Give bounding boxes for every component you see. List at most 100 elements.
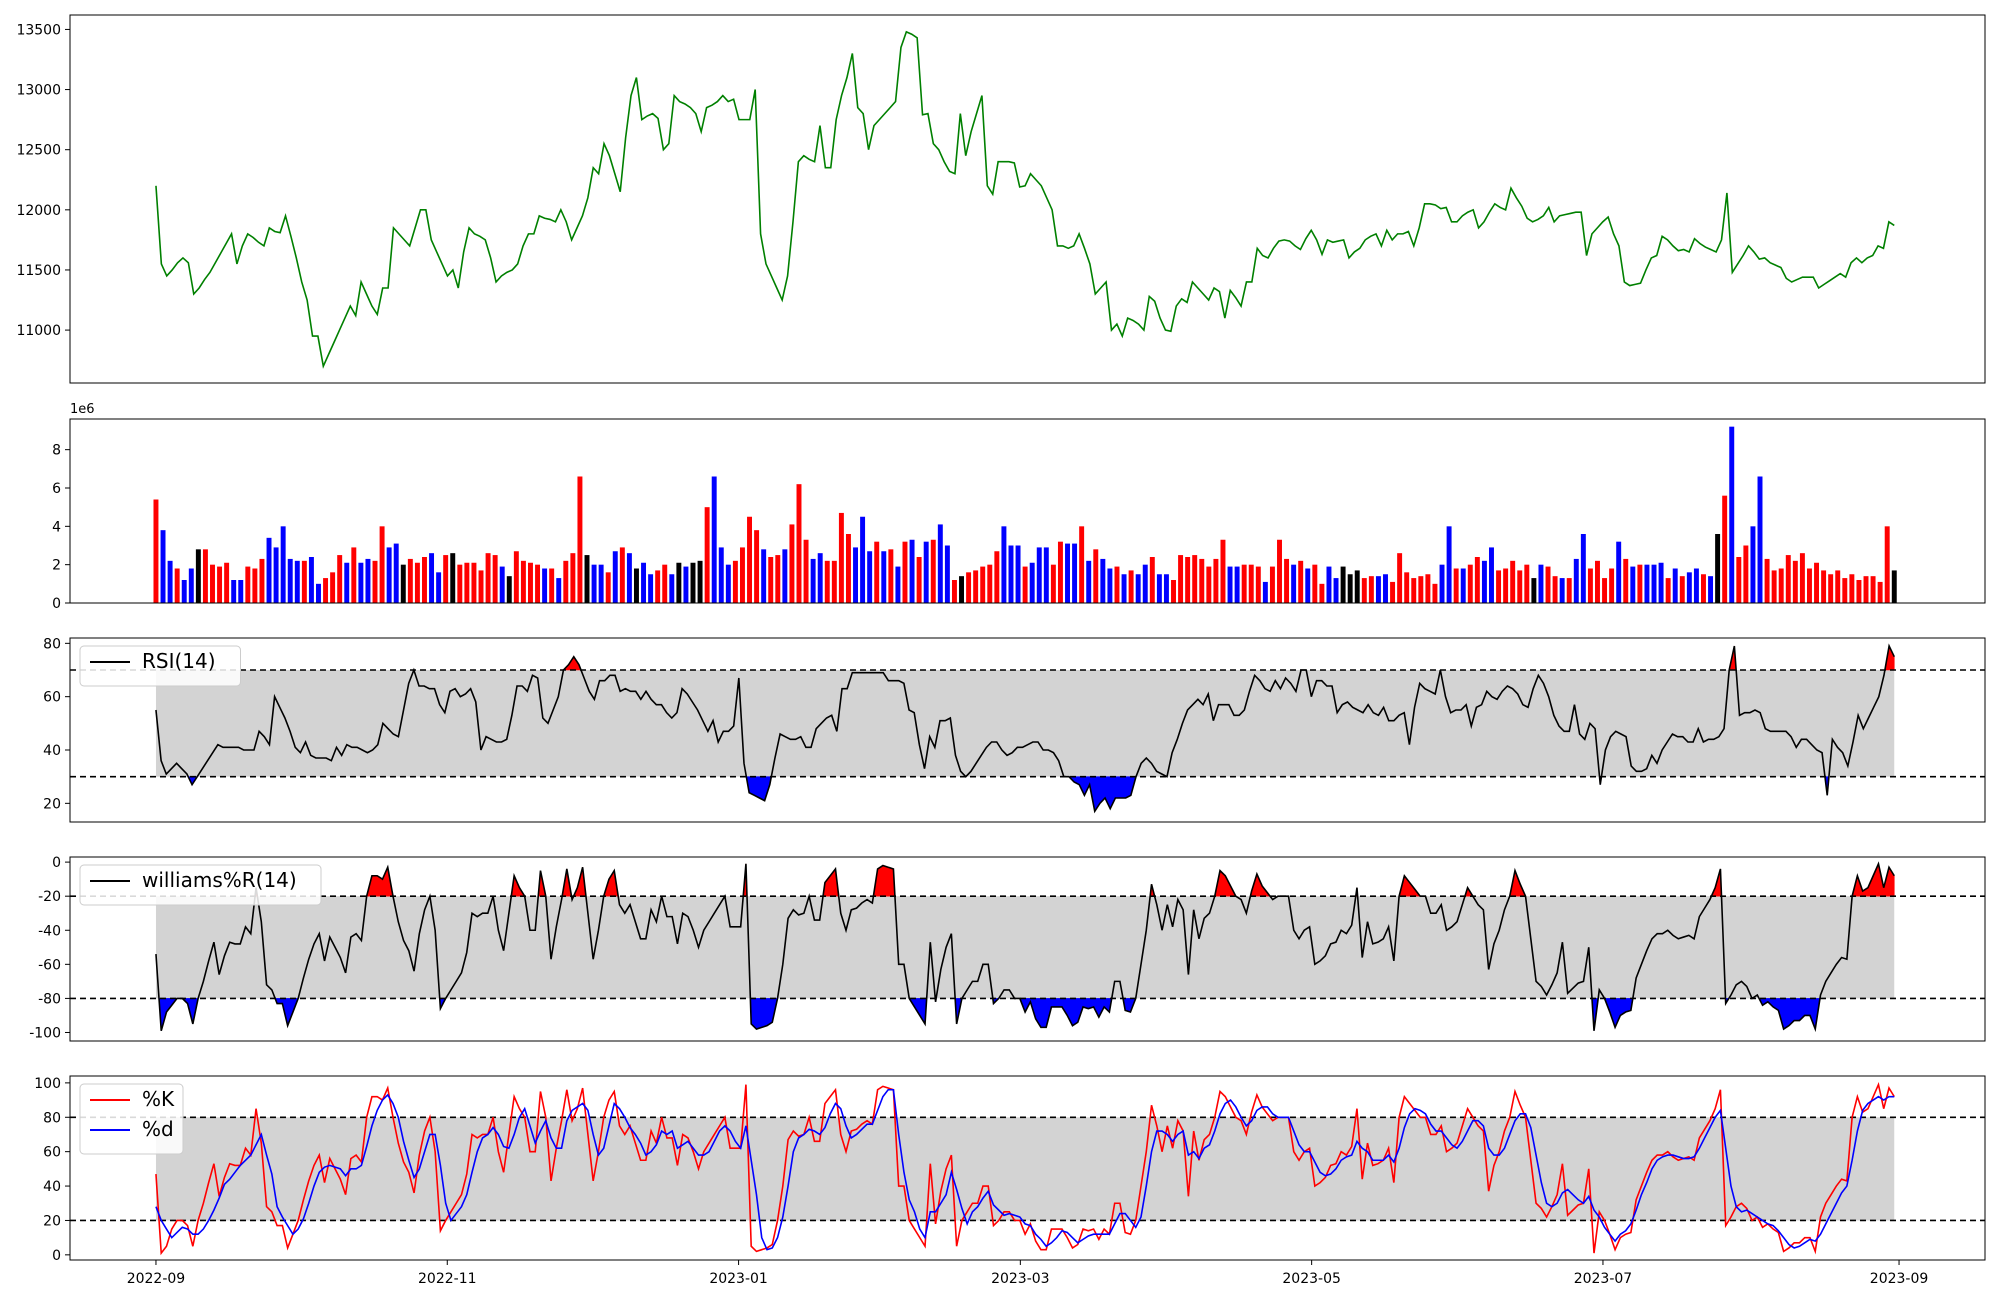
x-tick-label: 2023-09 xyxy=(1870,1271,1929,1287)
volume-bar xyxy=(1199,558,1205,603)
volume-bar xyxy=(1814,562,1820,603)
volume-bar xyxy=(909,539,915,603)
stochastic-panel: 0 20 40 60 80 100 %K %d xyxy=(34,1075,1986,1264)
volume-bar xyxy=(1559,578,1565,603)
y-tick-label: -20 xyxy=(38,889,61,905)
volume-bar xyxy=(1524,564,1530,603)
volume-bar xyxy=(683,566,689,603)
volume-bar xyxy=(874,541,880,603)
volume-bar xyxy=(1545,566,1551,603)
y-tick-label: 0 xyxy=(52,1248,61,1264)
rsi-panel: 20 40 60 80 RSI(14) xyxy=(43,636,1986,823)
volume-bar xyxy=(1432,583,1438,603)
volume-bar xyxy=(195,549,201,603)
volume-bar xyxy=(1573,558,1579,603)
volume-bar xyxy=(1722,495,1728,603)
oversold-fill xyxy=(187,776,1830,813)
volume-bar xyxy=(1771,570,1777,603)
volume-bar xyxy=(1552,576,1558,603)
volume-bar xyxy=(1354,570,1360,603)
volume-bar xyxy=(1319,583,1325,603)
volume-bar xyxy=(1185,557,1191,603)
volume-bar xyxy=(1481,560,1487,603)
legend-label: williams%R(14) xyxy=(142,868,297,892)
volume-bar xyxy=(1050,564,1056,603)
volume-bar xyxy=(1566,578,1572,603)
volume-bar xyxy=(782,549,788,603)
volume-bar xyxy=(1510,560,1516,603)
volume-bar xyxy=(1637,564,1643,603)
volume-bar xyxy=(181,580,187,603)
volume-bar xyxy=(1870,576,1876,603)
volume-bar xyxy=(1425,574,1431,603)
volume-bar xyxy=(513,551,519,603)
volume-bar xyxy=(1241,564,1247,603)
volume-bar xyxy=(1807,568,1812,603)
volume-bar xyxy=(1312,564,1318,603)
volume-bar xyxy=(1736,557,1742,603)
volume-bar xyxy=(1609,568,1615,603)
volume-bar xyxy=(492,555,498,603)
y-tick-label: 12500 xyxy=(16,143,61,159)
y-tick-label: 4 xyxy=(52,519,61,535)
volume-bar xyxy=(845,534,851,603)
volume-bar xyxy=(598,564,604,603)
volume-bar xyxy=(1467,564,1473,603)
volume-bar xyxy=(1842,578,1848,603)
volume-bar xyxy=(1397,553,1403,603)
volume-bar xyxy=(916,557,922,603)
volume-bar xyxy=(429,553,435,603)
volume-bar xyxy=(1277,539,1282,603)
y-tick-label: 13000 xyxy=(16,83,61,99)
volume-bar xyxy=(542,568,548,603)
volume-bar xyxy=(626,553,632,603)
volume-bar xyxy=(443,555,449,603)
volume-bar xyxy=(1729,426,1735,603)
volume-bar xyxy=(1255,566,1261,603)
volume-bar xyxy=(1340,566,1346,603)
volume-bar xyxy=(1008,545,1014,603)
y-tick-label: -100 xyxy=(29,1025,61,1041)
volume-bar xyxy=(259,558,265,603)
volume-bar xyxy=(697,560,703,603)
plot-frame xyxy=(69,418,1986,604)
volume-bar xyxy=(344,562,350,603)
volume-bar xyxy=(330,572,336,603)
volume-bar xyxy=(838,512,844,603)
x-tick-label: 2023-01 xyxy=(709,1271,768,1287)
plot-frame xyxy=(69,637,1986,823)
volume-bar xyxy=(1072,543,1078,603)
y-tick-label: 2 xyxy=(52,558,61,574)
y-tick-label: 0 xyxy=(52,855,61,871)
volume-bar xyxy=(301,560,307,603)
volume-bar xyxy=(1778,568,1784,603)
oversold-fill xyxy=(158,998,1821,1031)
volume-bar xyxy=(506,576,512,603)
volume-bar xyxy=(619,547,625,603)
stoch-d-line xyxy=(155,1088,1895,1251)
volume-bar xyxy=(160,530,166,603)
volume-bar xyxy=(1206,566,1212,603)
volume-bar xyxy=(563,560,569,603)
volume-bar xyxy=(238,580,244,603)
volume-bar xyxy=(1693,568,1699,603)
volume-bar xyxy=(1093,549,1099,603)
volume-bar xyxy=(1213,558,1219,603)
volume-bar xyxy=(1149,557,1155,603)
y-tick-label: -40 xyxy=(38,923,61,939)
volume-bar xyxy=(308,557,314,603)
volume-bar xyxy=(1156,574,1162,603)
volume-bar xyxy=(1531,578,1537,603)
volume-bar xyxy=(549,568,555,603)
volume-bar xyxy=(789,524,795,603)
y-tick-label: 13500 xyxy=(16,22,61,38)
volume-bar xyxy=(1799,553,1805,603)
volume-bar xyxy=(1135,574,1141,603)
volume-bar xyxy=(1383,574,1388,603)
volume-bar xyxy=(294,560,300,603)
x-tick-label: 2023-05 xyxy=(1282,1271,1341,1287)
volume-bar xyxy=(1234,566,1240,603)
overbought-fill xyxy=(254,863,1895,897)
volume-bar xyxy=(1375,576,1381,603)
volume-bar xyxy=(287,558,293,603)
